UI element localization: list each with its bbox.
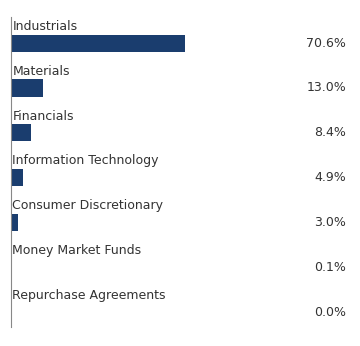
Text: 13.0%: 13.0% — [306, 82, 346, 94]
Bar — [11, 214, 18, 231]
Text: 0.1%: 0.1% — [314, 261, 346, 274]
Text: 3.0%: 3.0% — [314, 216, 346, 229]
Text: Information Technology: Information Technology — [12, 154, 159, 167]
Text: Industrials: Industrials — [12, 20, 77, 33]
Bar — [11, 80, 43, 97]
Bar — [11, 169, 23, 186]
Text: Financials: Financials — [12, 110, 74, 122]
Text: Consumer Discretionary: Consumer Discretionary — [12, 199, 163, 212]
Text: 8.4%: 8.4% — [314, 126, 346, 139]
Text: 4.9%: 4.9% — [314, 171, 346, 184]
Bar — [11, 124, 31, 142]
Text: 70.6%: 70.6% — [306, 37, 346, 49]
Text: 0.0%: 0.0% — [314, 306, 346, 319]
Bar — [11, 35, 185, 52]
Text: Repurchase Agreements: Repurchase Agreements — [12, 289, 166, 302]
Text: Materials: Materials — [12, 65, 70, 78]
Text: Money Market Funds: Money Market Funds — [12, 244, 141, 257]
